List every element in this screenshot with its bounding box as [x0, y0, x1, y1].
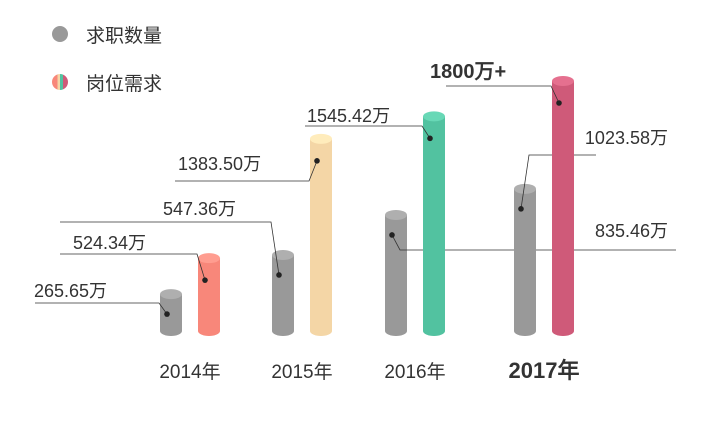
legend-item-job-seekers: 求职数量 [52, 22, 163, 47]
leader-dot-job-seekers-2016 [389, 232, 395, 238]
bar-job-seekers-2015 [272, 254, 294, 331]
legend-label-job-seekers: 求职数量 [86, 25, 163, 47]
bar-job-seekers-2016 [385, 214, 407, 331]
data-label-job-positions-2014: 524.34万 [73, 233, 146, 253]
leader-line-job-positions-2017 [446, 85, 560, 104]
data-label-job-positions-2017: 1800万+ [430, 61, 506, 83]
data-label-job-positions-2015: 1383.50万 [178, 154, 261, 174]
leader-dot-job-seekers-2015 [276, 272, 282, 278]
leader-line-job-positions-2014 [60, 253, 206, 281]
bar-top-job-seekers-2016 [385, 209, 407, 220]
bar-job-seekers-2014 [160, 294, 182, 331]
leader-line-job-positions-2016 [305, 125, 431, 139]
bar-job-positions-2017 [552, 81, 574, 331]
x-tick-label-2014: 2014年 [159, 361, 220, 383]
legend-label-job-positions: 岗位需求 [86, 73, 163, 95]
legend-item-job-positions: 岗位需求 [52, 70, 163, 95]
bar-job-positions-2016 [423, 116, 445, 331]
bar-top-job-positions-2017 [552, 76, 574, 86]
leader-line-job-seekers-2015 [60, 221, 280, 276]
bar-top-job-seekers-2017 [514, 183, 536, 194]
leader-dot-job-positions-2015 [314, 158, 320, 164]
leader-dot-job-positions-2017 [556, 100, 562, 106]
bar-top-job-positions-2014 [198, 253, 220, 264]
legend-swatch-job-seekers [52, 26, 68, 42]
data-label-job-seekers-2015: 547.36万 [163, 199, 236, 219]
leader-dot-job-positions-2016 [427, 135, 433, 142]
leader-line-job-positions-2015 [175, 160, 318, 182]
leader-dot-job-positions-2014 [202, 277, 208, 283]
data-label-job-seekers-2014: 265.65万 [34, 281, 107, 301]
bar-top-job-seekers-2015 [272, 249, 294, 260]
leader-line-job-seekers-2014 [35, 302, 168, 315]
bar-top-job-seekers-2014 [160, 289, 182, 300]
x-tick-label-2017: 2017年 [509, 358, 580, 383]
bar-top-job-positions-2016 [423, 111, 445, 122]
bar-top-job-positions-2015 [310, 133, 332, 144]
data-label-job-seekers-2017: 1023.58万 [585, 128, 668, 148]
data-label-job-seekers-2016: 835.46万 [595, 221, 668, 241]
leader-line-job-seekers-2016 [391, 234, 676, 251]
leader-dot-job-seekers-2014 [164, 311, 170, 317]
data-label-job-positions-2016: 1545.42万 [307, 106, 390, 126]
bar-job-seekers-2017 [514, 188, 536, 331]
legend-swatch-job-positions [52, 74, 68, 90]
x-tick-label-2015: 2015年 [271, 361, 332, 383]
leader-dot-job-seekers-2017 [518, 206, 524, 212]
x-tick-label-2016: 2016年 [384, 361, 445, 383]
bar-job-positions-2015 [310, 138, 332, 331]
